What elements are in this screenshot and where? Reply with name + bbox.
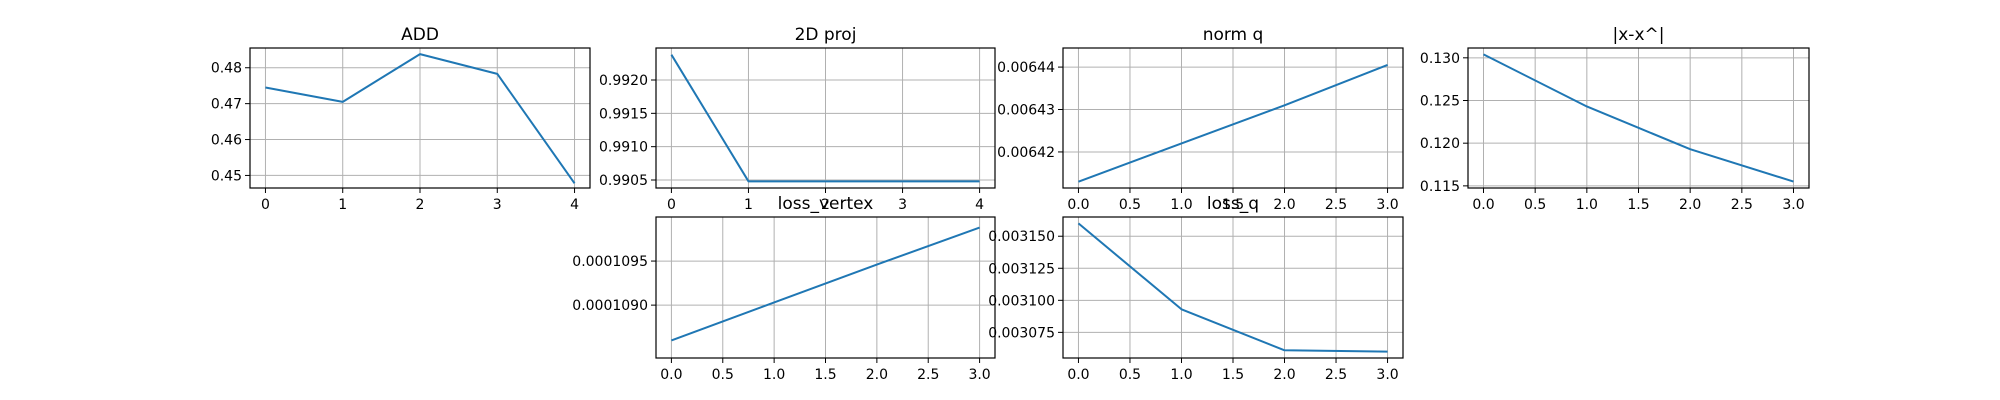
series-line <box>1077 222 1388 353</box>
y-tick-label: 0.9905 <box>599 173 648 189</box>
x-tick-label: 1 <box>338 197 347 213</box>
subplot-title: loss_vertex <box>778 194 874 214</box>
x-tick-label: 2 <box>416 197 425 213</box>
y-tick-label: 0.120 <box>1420 136 1460 152</box>
subplot-title: loss_q <box>1207 194 1259 214</box>
x-tick-label: 3.0 <box>968 367 990 383</box>
x-tick-label: 1.5 <box>814 367 836 383</box>
y-tick-label: 0.125 <box>1420 94 1460 110</box>
y-tick-label: 0.48 <box>211 61 242 77</box>
subplot-title: ADD <box>401 25 439 45</box>
x-tick-label: 3.0 <box>1376 367 1398 383</box>
x-tick-label: 1.0 <box>1576 197 1598 213</box>
x-tick-label: 0.5 <box>1119 367 1141 383</box>
y-tick-label: 0.9915 <box>599 106 648 122</box>
y-tick-label: 0.0001095 <box>572 254 648 270</box>
x-tick-label: 0.0 <box>1067 197 1089 213</box>
x-tick-label: 3 <box>493 197 502 213</box>
x-tick-label: 0 <box>667 197 676 213</box>
subplot-1: 0 1 2 3 4 0.9905 0.9910 0.9915 0.9920 2D proj <box>599 25 996 213</box>
subplot-title: 2D proj <box>795 25 857 45</box>
subplot-3: 0.0 0.5 1.0 1.5 2.0 2.5 3.0 0.115 0.120 0.125 0.13… <box>1420 25 1810 213</box>
x-tick-label: 2.0 <box>866 367 888 383</box>
x-tick-label: 2.0 <box>1273 367 1295 383</box>
y-tick-label: 0.003125 <box>988 261 1055 277</box>
series-line <box>1483 53 1794 183</box>
x-tick-label: 0.0 <box>1067 367 1089 383</box>
x-tick-label: 2.5 <box>1325 197 1347 213</box>
y-tick-label: 0.003100 <box>988 293 1055 309</box>
subplot-title: norm q <box>1203 25 1264 45</box>
y-tick-label: 0.45 <box>211 168 242 184</box>
y-tick-label: 0.47 <box>211 97 242 113</box>
x-tick-label: 2.5 <box>917 367 939 383</box>
x-tick-label: 2.0 <box>1273 197 1295 213</box>
y-tick-label: 0.9910 <box>599 140 648 156</box>
series-line <box>1078 64 1388 183</box>
x-tick-label: 1 <box>744 197 753 213</box>
y-tick-label: 0.130 <box>1420 51 1460 67</box>
x-tick-label: 2 <box>821 197 830 213</box>
y-tick-label: 0.003150 <box>988 229 1055 245</box>
series-line <box>265 53 576 184</box>
y-tick-label: 0.115 <box>1420 179 1460 195</box>
x-tick-label: 1.5 <box>1222 367 1244 383</box>
x-tick-label: 2.5 <box>1731 197 1753 213</box>
y-tick-label: 0.003075 <box>988 325 1055 341</box>
x-tick-label: 3 <box>898 197 907 213</box>
y-tick-label: 0.0001090 <box>572 298 648 314</box>
x-tick-label: 0.0 <box>1472 197 1494 213</box>
x-tick-label: 0.5 <box>1524 197 1546 213</box>
x-tick-label: 3.0 <box>1376 197 1398 213</box>
subplot-5: 0.0 0.5 1.0 1.5 2.0 2.5 3.0 0.003075 0.003100 0.0… <box>988 194 1404 383</box>
y-tick-label: 0.00644 <box>997 60 1055 76</box>
subplot-0: 0 1 2 3 4 0.45 0.46 0.47 0.48 ADD <box>211 25 591 213</box>
y-tick-label: 0.00642 <box>997 145 1055 161</box>
y-tick-label: 0.46 <box>211 133 242 149</box>
x-tick-label: 2.5 <box>1325 367 1347 383</box>
x-tick-label: 2.0 <box>1679 197 1701 213</box>
x-tick-label: 1.5 <box>1222 197 1244 213</box>
x-tick-label: 0.0 <box>660 367 682 383</box>
x-tick-label: 4 <box>570 197 579 213</box>
subplot-4: 0.0 0.5 1.0 1.5 2.0 2.5 3.0 0.0001090 0.0001095 l… <box>572 194 996 383</box>
x-tick-label: 1.0 <box>1170 367 1192 383</box>
x-tick-label: 1.0 <box>1170 197 1192 213</box>
subplot-title: |x-x^| <box>1613 25 1665 45</box>
series-line <box>671 226 980 342</box>
x-tick-label: 0.5 <box>1119 197 1141 213</box>
series-line <box>670 54 980 183</box>
x-tick-label: 1.0 <box>763 367 785 383</box>
x-tick-label: 4 <box>975 197 984 213</box>
x-tick-label: 0 <box>261 197 270 213</box>
x-tick-label: 0.5 <box>712 367 734 383</box>
subplot-2: 0.0 0.5 1.0 1.5 2.0 2.5 3.0 0.00642 0.00643 0.006… <box>997 25 1404 213</box>
y-tick-label: 0.9920 <box>599 73 648 89</box>
y-tick-label: 0.00643 <box>997 103 1055 119</box>
x-tick-label: 3.0 <box>1782 197 1804 213</box>
x-tick-label: 1.5 <box>1627 197 1649 213</box>
